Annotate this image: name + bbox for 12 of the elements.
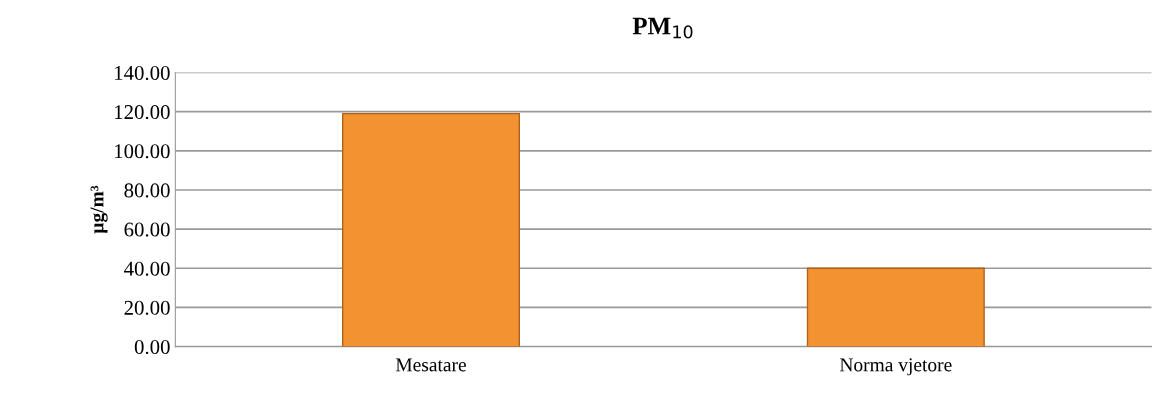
y-tick-label: 60.00	[124, 222, 170, 237]
y-tick-label: 0.00	[134, 339, 170, 355]
x-tick-label: Mesatare	[395, 358, 466, 372]
chart-title: PM$_{10}$	[632, 17, 693, 39]
y-tick-label: 20.00	[124, 300, 170, 315]
y-tick-label: 140.00	[115, 65, 170, 81]
y-axis-title: µg/m³	[90, 185, 108, 234]
x-tick-label: Norma vjetore	[839, 358, 952, 376]
y-tick-label: 80.00	[124, 183, 170, 198]
y-tick-label: 100.00	[115, 144, 170, 159]
y-tick-label: 40.00	[124, 261, 170, 276]
y-tick-label: 120.00	[115, 105, 170, 120]
